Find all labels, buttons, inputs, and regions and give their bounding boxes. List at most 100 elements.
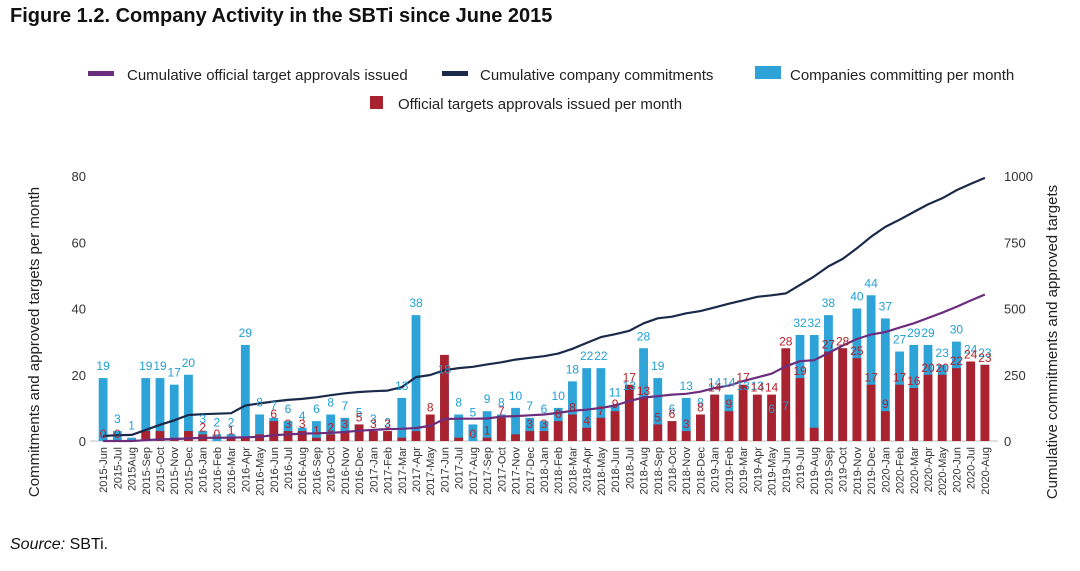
approve-bar bbox=[795, 378, 805, 441]
figure-title: Figure 1.2. Company Activity in the SBTi… bbox=[10, 5, 553, 27]
x-tick-label: 2017-Apr bbox=[411, 447, 423, 493]
approve-data-label: 0 bbox=[470, 427, 477, 441]
approve-bar bbox=[326, 434, 336, 441]
approve-bar bbox=[496, 417, 506, 441]
commit-data-label: 18 bbox=[566, 362, 580, 376]
commit-data-label: 44 bbox=[864, 276, 878, 290]
commitments-cumulative-line bbox=[103, 176, 986, 438]
x-tick-label: 2018-Feb bbox=[553, 447, 565, 494]
approve-bar bbox=[440, 354, 449, 441]
x-tick-label: 2015-Sep bbox=[141, 447, 153, 495]
x-tick-label: 2018-May bbox=[596, 447, 608, 496]
approve-bar bbox=[752, 394, 762, 441]
x-tick-label: 2016-Aug bbox=[297, 447, 309, 495]
approve-bar bbox=[667, 421, 677, 441]
x-tick-label: 2018-Nov bbox=[681, 447, 693, 495]
approve-data-label: 2 bbox=[199, 420, 206, 434]
x-tick-label: 2016-Jan bbox=[198, 447, 210, 493]
approve-data-label: 8 bbox=[569, 401, 576, 415]
approve-bar bbox=[511, 434, 520, 441]
approve-data-label: 6 bbox=[270, 407, 277, 421]
approve-data-label: 9 bbox=[726, 397, 733, 411]
commit-data-label: 13 bbox=[736, 379, 750, 393]
approve-data-label: 7 bbox=[598, 404, 605, 418]
x-tick-label: 2019-Aug bbox=[809, 447, 821, 495]
x-tick-label: 2017-Oct bbox=[496, 447, 508, 492]
x-tick-label: 2017-May bbox=[425, 447, 437, 496]
x-tick-label: 2017-Sep bbox=[482, 447, 494, 495]
approve-data-label: 17 bbox=[623, 371, 637, 385]
commit-data-label: 7 bbox=[342, 399, 349, 413]
source-text: SBTi. bbox=[69, 536, 109, 553]
commit-data-label: 38 bbox=[822, 296, 836, 310]
x-tick-label: 2019-Jun bbox=[781, 447, 793, 493]
commit-data-label: 8 bbox=[697, 396, 704, 410]
approve-bar bbox=[539, 431, 549, 441]
commit-data-label: 19 bbox=[153, 359, 167, 373]
commit-bar bbox=[809, 335, 819, 441]
x-tick-label: 2018-Apr bbox=[582, 447, 594, 493]
approve-bar bbox=[226, 437, 236, 441]
legend-swatch-approvals-line bbox=[88, 71, 114, 76]
commit-bar bbox=[454, 414, 464, 441]
commit-data-label: 32 bbox=[808, 316, 822, 330]
commit-data-label: 40 bbox=[850, 290, 864, 304]
approve-bar bbox=[240, 437, 250, 441]
commit-data-label: 8 bbox=[455, 396, 462, 410]
commit-data-label: 20 bbox=[182, 356, 196, 370]
approve-data-label: 0 bbox=[114, 427, 121, 441]
x-tick-label: 2019-Apr bbox=[752, 447, 764, 493]
y2-tick-label: 1000 bbox=[1004, 169, 1033, 184]
commit-data-label: 4 bbox=[299, 409, 306, 423]
approve-data-label: 3 bbox=[299, 417, 306, 431]
legend-swatch-approve-bar bbox=[370, 96, 383, 109]
commit-data-label: 6 bbox=[285, 402, 292, 416]
y-tick-label: 80 bbox=[72, 169, 86, 184]
approve-bar bbox=[184, 431, 193, 441]
commit-data-label: 1 bbox=[128, 419, 135, 433]
chart-legend: Cumulative official target approvals iss… bbox=[88, 66, 1014, 113]
x-tick-label: 2016-Mar bbox=[226, 447, 238, 494]
approve-bar bbox=[610, 411, 620, 441]
x-tick-label: 2016-Jul bbox=[283, 447, 295, 489]
commit-data-label: 2 bbox=[228, 415, 235, 429]
commit-data-label: 8 bbox=[498, 396, 505, 410]
commit-data-label: 17 bbox=[168, 366, 182, 380]
company-activity-chart: Cumulative official target approvals iss… bbox=[26, 66, 1061, 499]
commit-data-label: 9 bbox=[484, 392, 491, 406]
commit-bar bbox=[525, 417, 535, 441]
x-tick-label: 2015-Dec bbox=[183, 447, 195, 495]
approve-data-label: 8 bbox=[697, 401, 704, 415]
approve-data-label: 20 bbox=[936, 361, 950, 375]
commit-data-label: 37 bbox=[879, 299, 893, 313]
approve-data-label: 1 bbox=[228, 424, 235, 438]
approve-data-label: 4 bbox=[583, 414, 590, 428]
approve-bar bbox=[980, 364, 990, 441]
x-tick-label: 2018-Jul bbox=[624, 447, 636, 489]
x-tick-label: 2020-Feb bbox=[895, 447, 907, 494]
legend-label-commitments-line: Cumulative company commitments bbox=[480, 67, 713, 84]
commit-bar bbox=[468, 424, 478, 441]
x-tick-label: 2018-Aug bbox=[639, 447, 651, 495]
x-tick-label: 2016-Apr bbox=[240, 447, 252, 493]
approve-data-label: 16 bbox=[907, 374, 921, 388]
approve-bar bbox=[696, 414, 705, 441]
legend-label-approve-bar: Official targets approvals issued per mo… bbox=[398, 96, 682, 113]
approve-bar bbox=[624, 384, 634, 441]
approve-data-label: 14 bbox=[765, 381, 779, 395]
approve-bar bbox=[596, 417, 606, 441]
approve-bar bbox=[155, 431, 165, 441]
commit-bar bbox=[653, 378, 663, 441]
commit-data-label: 30 bbox=[950, 323, 964, 337]
approve-bar bbox=[397, 437, 407, 441]
y2-tick-label: 0 bbox=[1004, 434, 1011, 449]
x-tick-label: 2020-Aug bbox=[980, 447, 992, 495]
approve-bar bbox=[340, 431, 350, 441]
commit-bar bbox=[880, 318, 890, 441]
commit-data-label: 2 bbox=[214, 415, 221, 429]
commit-data-label: 14 bbox=[722, 376, 736, 390]
x-tick-label: 2017-Feb bbox=[383, 447, 395, 494]
x-tick-label: 2019-Jan bbox=[710, 447, 722, 493]
commit-data-label: 7 bbox=[782, 399, 789, 413]
commit-data-label: 7 bbox=[526, 399, 533, 413]
